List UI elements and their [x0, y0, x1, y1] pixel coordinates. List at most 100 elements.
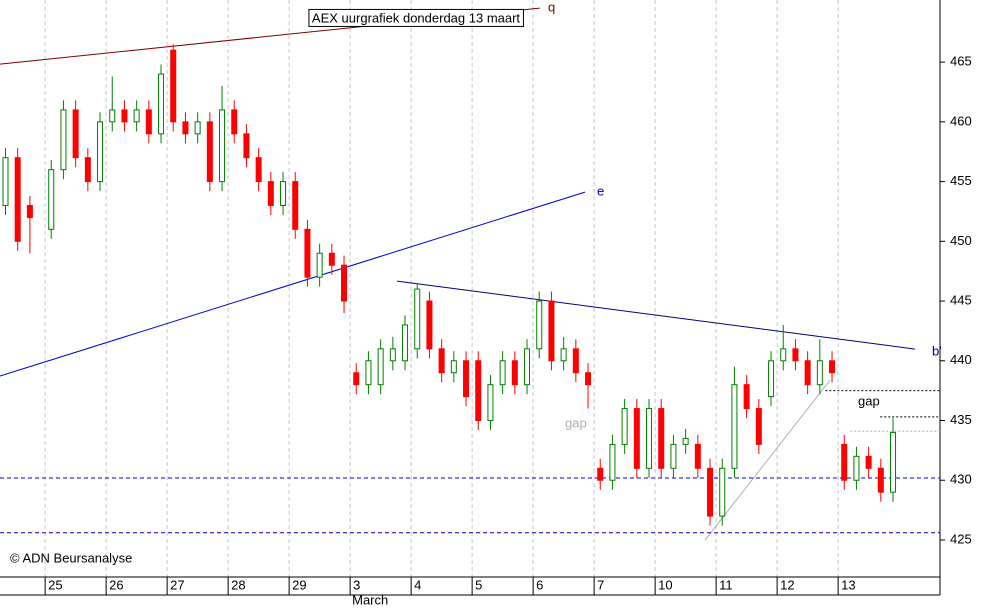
- candle-body: [597, 467, 604, 481]
- y-tick-label: 430: [950, 472, 972, 487]
- y-tick-label: 450: [950, 233, 972, 248]
- candle-body: [304, 228, 311, 278]
- candle-body: [438, 348, 445, 374]
- trend-line: [397, 280, 916, 350]
- candle-body: [72, 109, 79, 159]
- x-tick-label: 10: [658, 577, 672, 592]
- candle-body: [780, 348, 787, 362]
- x-tick-label: 28: [231, 577, 245, 592]
- candle-body: [475, 360, 482, 422]
- y-tick-label: 460: [950, 113, 972, 128]
- candle-body: [365, 360, 372, 386]
- x-tick-label: 25: [48, 577, 62, 592]
- x-tick-label: 13: [841, 577, 855, 592]
- candle-body: [633, 408, 640, 469]
- candle-body: [158, 73, 165, 135]
- y-tick-label: 465: [950, 54, 972, 69]
- candle-body: [377, 348, 384, 386]
- y-tick-label: 440: [950, 352, 972, 367]
- candle-body: [206, 121, 213, 183]
- candle-body: [646, 408, 653, 469]
- line-label: q: [548, 0, 555, 14]
- candle-body: [414, 288, 421, 350]
- candle-body: [2, 157, 9, 206]
- candle-body: [536, 300, 543, 350]
- line-label: e: [597, 183, 604, 198]
- candle-body: [658, 408, 665, 469]
- trend-line: [704, 379, 831, 541]
- candle-body: [548, 300, 555, 362]
- x-tick-label: 5: [475, 577, 482, 592]
- candle-body: [292, 181, 299, 230]
- x-tick-label: 4: [414, 577, 421, 592]
- candle-body: [316, 252, 323, 278]
- candle-body: [670, 443, 677, 469]
- candle-body: [26, 204, 33, 218]
- x-tick-label: 11: [719, 577, 733, 592]
- candle-body: [585, 372, 592, 386]
- candle-body: [219, 109, 226, 183]
- candle-body: [97, 121, 104, 183]
- candle-body: [487, 384, 494, 422]
- y-tick-label: 435: [950, 412, 972, 427]
- candle-body: [743, 384, 750, 410]
- candle-body: [682, 437, 689, 445]
- candle-body: [731, 384, 738, 469]
- candle-body: [719, 467, 726, 517]
- x-tick-label: 12: [780, 577, 794, 592]
- chart-title: AEX uurgrafiek donderdag 13 maart: [312, 10, 521, 25]
- candle-body: [353, 372, 360, 386]
- x-tick-label: 3: [353, 577, 360, 592]
- candle-body: [84, 157, 91, 183]
- candle-body: [511, 360, 518, 386]
- candle-body: [865, 455, 872, 469]
- candle-body: [768, 360, 775, 398]
- candle-body: [48, 169, 55, 230]
- candle-body: [109, 109, 116, 123]
- candle-body: [804, 360, 811, 386]
- candle-body: [14, 157, 21, 242]
- candle-body: [280, 181, 287, 206]
- candle-body: [231, 109, 238, 135]
- y-tick-label: 445: [950, 292, 972, 307]
- candle-body: [341, 264, 348, 302]
- x-tick-label: 27: [170, 577, 184, 592]
- candle-body: [877, 467, 884, 493]
- candle-body: [60, 109, 67, 171]
- candle-body: [560, 348, 567, 362]
- candle-body: [816, 360, 823, 386]
- candle-body: [621, 408, 628, 445]
- candle-body: [389, 348, 396, 362]
- trend-line: [0, 191, 586, 377]
- annotation: gap: [565, 415, 587, 430]
- candle-body: [255, 157, 262, 183]
- candle-body: [402, 324, 409, 362]
- candle-body: [450, 360, 457, 374]
- candle-body: [426, 300, 433, 350]
- candle-body: [853, 455, 860, 481]
- candle-body: [572, 348, 579, 374]
- candle-body: [609, 443, 616, 481]
- candle-body: [707, 467, 714, 517]
- candle-body: [499, 360, 506, 386]
- candle-body: [267, 181, 274, 206]
- x-tick-label: 26: [109, 577, 123, 592]
- x-tick-label: 7: [597, 577, 604, 592]
- credit: © ADN Beursanalyse: [10, 550, 132, 565]
- x-axis-label: March: [352, 592, 388, 607]
- candle-body: [182, 121, 189, 135]
- y-tick-label: 425: [950, 531, 972, 546]
- line-label: b': [932, 343, 942, 358]
- candle-body: [841, 443, 848, 481]
- candle-body: [194, 121, 201, 135]
- y-tick-label: 455: [950, 173, 972, 188]
- x-tick-label: 6: [536, 577, 543, 592]
- candle-body: [243, 133, 250, 159]
- title-box: [308, 8, 524, 27]
- candle-body: [328, 252, 335, 266]
- candle-body: [133, 109, 140, 123]
- candle-body: [121, 109, 128, 123]
- candle-body: [829, 360, 836, 374]
